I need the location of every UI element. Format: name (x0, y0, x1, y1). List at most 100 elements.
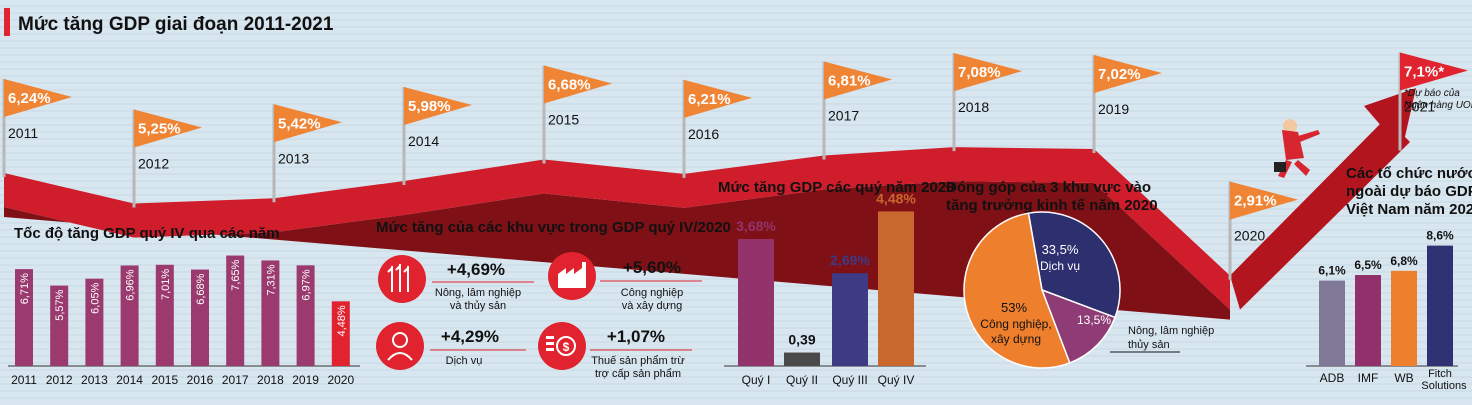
q4-bar (85, 278, 104, 366)
q4-bar (226, 255, 245, 366)
gdp-flag: 5,98% 2014 (402, 87, 472, 186)
pie-slice (1027, 211, 1121, 319)
gdp-flag-shape (954, 53, 1022, 92)
gdp-flag-shape (274, 104, 342, 143)
gdp-flag-value: 7,02% (1098, 66, 1141, 83)
title-accent-bar (4, 8, 10, 36)
quarter-cat-label: Quý IV (878, 373, 915, 387)
q4-year-label: 2016 (187, 373, 214, 387)
sector-industry: +5,60% Công nghiệp và xây dựng (548, 252, 702, 312)
gdp-flag-value: 7,1%* (1404, 64, 1444, 81)
gdp-flag-value: 6,21% (688, 91, 731, 108)
gdp-flag-year: 2017 (828, 107, 859, 123)
gdp-flag: 7,02% 2019 (1092, 54, 1162, 153)
q4-bar (296, 265, 315, 366)
forecast-note-line-2: Ngân hàng UOB (1404, 100, 1472, 111)
quarter-bar-label: 0,39 (788, 332, 815, 348)
forecast-cat-fitch-2: Solutions (1421, 380, 1467, 392)
gdp-flag: 6,24% 2011 (2, 79, 72, 178)
sector-agri-value: +4,69% (447, 260, 505, 279)
gdp-flags: 6,24% 2011 5,25% 2012 5,42% 2013 5,98% 2014 6,68… (2, 52, 1468, 280)
forecast-bar (1355, 275, 1381, 366)
quarter-chart-title: Mức tăng GDP các quý năm 2020 (718, 179, 955, 196)
quarter-cat-label: Quý II (786, 373, 818, 387)
q4-bar-label: 6,68% (195, 273, 207, 304)
pie-agri-name-1: Nông, lâm nghiệp (1128, 325, 1214, 337)
gdp-ribbon-rise (1230, 118, 1410, 310)
sector-tax-label-1: Thuế sản phẩm trừ (591, 355, 685, 367)
quarter-bar (832, 273, 868, 366)
pie-services-name: Dịch vụ (1040, 259, 1080, 273)
gdp-flag-year: 2018 (958, 99, 989, 115)
q4-bar-label: 6,71% (19, 273, 31, 304)
gdp-flag-value: 2,91% (1234, 193, 1277, 210)
forecast-cat-adb: ADB (1320, 371, 1345, 385)
gdp-flag-shape (4, 79, 72, 118)
gdp-flag-value: 6,68% (548, 76, 591, 93)
q4-bar-label: 6,96% (125, 269, 137, 300)
q4-bar-label: 6,05% (89, 282, 101, 313)
gdp-flag: 5,25% 2012 (132, 109, 202, 208)
main-title: Mức tăng GDP giai đoạn 2011-2021 (18, 14, 334, 35)
q4-chart-title: Tốc độ tăng GDP quý IV qua các năm (14, 225, 280, 242)
gdp-ribbon-arrowhead (1364, 88, 1416, 150)
gdp-flag-shape (134, 109, 202, 148)
q4-bar-label: 7,31% (265, 264, 277, 295)
q4-bar-label: 7,65% (230, 259, 242, 290)
gdp-flag-shape (1400, 52, 1468, 91)
gdp-flag-year: 2016 (688, 126, 719, 142)
sector-industry-label-2: và xây dựng (622, 300, 683, 312)
coins-icon-glyph (556, 336, 576, 356)
sector-services-label-1: Dịch vụ (446, 355, 483, 367)
pie-title-line-2: tăng trưởng kinh tế năm 2020 (946, 197, 1158, 214)
quarter-bar (784, 352, 820, 366)
forecast-cat-imf: IMF (1358, 371, 1379, 385)
gdp-flag-year: 2020 (1234, 228, 1265, 244)
gdp-flag-shape (544, 65, 612, 104)
gdp-flag: 2,91% 2020 (1228, 181, 1298, 280)
pie-industry-name-2: xây dựng (991, 332, 1041, 346)
forecast-bar (1319, 280, 1345, 366)
pie-services-pct: 33,5% (1042, 242, 1079, 257)
q4-bar-label: 7,01% (160, 269, 172, 300)
gdp-flag-value: 7,08% (958, 64, 1001, 81)
q4-bar-label: 4,48% (336, 305, 348, 336)
forecast-title-line-1: Các tổ chức nước (1346, 165, 1472, 182)
gdp-ribbon (4, 88, 1416, 320)
q4-year-label: 2020 (327, 373, 354, 387)
forecast-bar (1391, 270, 1417, 366)
q4-year-label: 2014 (116, 373, 143, 387)
gdp-flag-year: 2013 (278, 150, 309, 166)
q4-bar (155, 264, 174, 366)
gdp-flag-year: 2011 (8, 125, 38, 141)
sector-tax-value: +1,07% (607, 327, 665, 346)
pie-chart (963, 211, 1121, 369)
coins-icon (538, 322, 586, 370)
gdp-flag-year: 2015 (548, 111, 579, 127)
forecast-bar (1427, 245, 1453, 366)
gdp-ribbon-band (4, 147, 1230, 310)
sector-industry-value: +5,60% (623, 258, 681, 277)
quarter-bar (878, 211, 914, 366)
gdp-flag-shape (824, 61, 892, 100)
gdp-flag-year: 2019 (1098, 101, 1129, 117)
sector-services-value: +4,29% (441, 327, 499, 346)
gdp-flag-shape (684, 79, 752, 118)
quarter-bar-label: 3,68% (736, 218, 776, 234)
q4-bar-label: 5,57% (54, 289, 66, 320)
pie-slice (963, 212, 1071, 369)
sector-tax-label-2: trợ cấp sản phẩm (595, 368, 681, 380)
forecast-cat-wb: WB (1394, 371, 1413, 385)
q4-year-label: 2019 (292, 373, 319, 387)
wheat-icon-glyph (387, 264, 409, 292)
sector-agri: +4,69% Nông, lâm nghiệp và thủy sản (378, 255, 534, 312)
service-person-icon-glyph (392, 332, 408, 348)
pie-slice (1040, 288, 1116, 364)
quarter-bar-label: 2,69% (830, 252, 870, 268)
gdp-flag: 6,21% 2016 (682, 79, 752, 178)
gdp-flag-shape (404, 87, 472, 126)
factory-icon-glyph (558, 262, 586, 288)
gdp-flag: 6,81% 2017 (822, 61, 892, 160)
gdp-flag-value: 5,25% (138, 121, 181, 138)
forecast-bar-label: 6,1% (1318, 264, 1346, 278)
